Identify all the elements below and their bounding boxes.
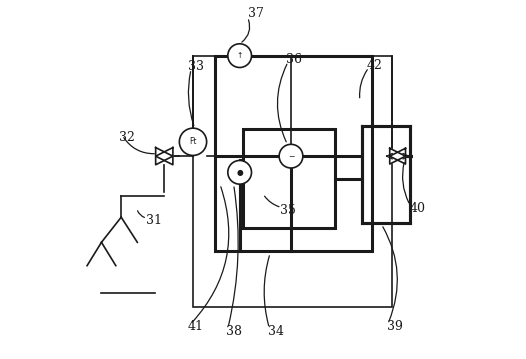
Polygon shape [156,148,173,165]
Text: 40: 40 [409,202,426,215]
Text: 32: 32 [119,131,135,144]
Text: ↑: ↑ [237,51,243,60]
Text: 42: 42 [367,59,383,72]
Text: 31: 31 [146,214,163,227]
Polygon shape [390,148,406,164]
Circle shape [279,144,303,168]
Text: 41: 41 [188,320,204,333]
Bar [215,56,372,251]
Bar [243,129,335,228]
Text: 39: 39 [387,320,403,333]
Bar [193,56,392,307]
Text: 36: 36 [286,53,302,66]
Circle shape [179,128,207,155]
Text: −: − [288,151,294,161]
Polygon shape [390,148,406,164]
Text: 33: 33 [188,60,204,73]
Text: Ft: Ft [189,137,197,146]
Polygon shape [156,148,173,165]
Circle shape [228,44,251,67]
Text: 38: 38 [226,325,242,338]
Bar [362,126,410,223]
Text: 37: 37 [248,7,264,20]
Text: 34: 34 [268,325,285,338]
Circle shape [228,160,251,184]
Text: ●: ● [236,168,243,177]
Text: 35: 35 [280,204,296,216]
